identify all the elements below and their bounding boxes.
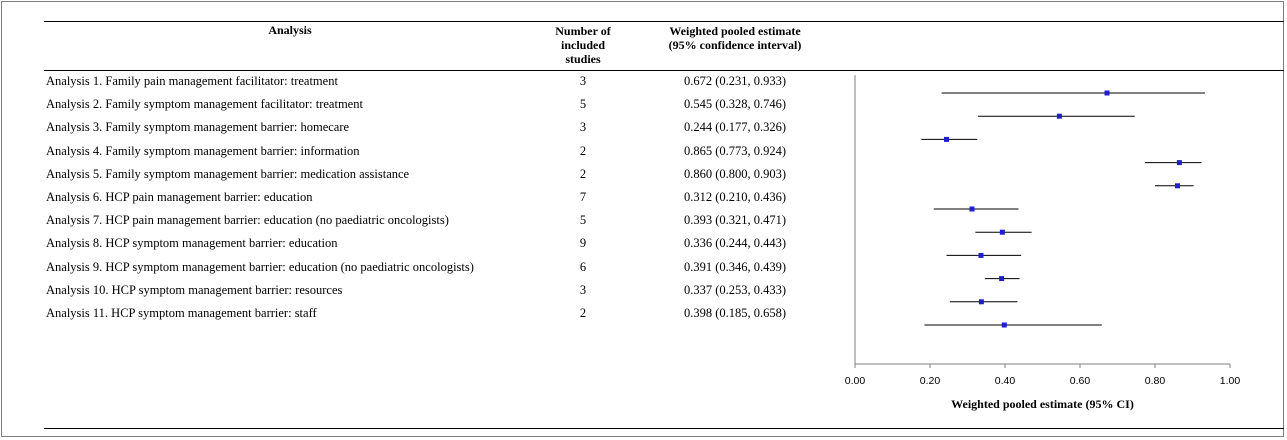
row-study-count: 5 <box>579 97 587 112</box>
row-study-count: 2 <box>579 143 587 158</box>
point-estimate-marker <box>999 276 1005 282</box>
header-number-line-2: included <box>560 38 605 52</box>
point-estimate-marker <box>1001 322 1007 328</box>
row-estimate-ci: 0.393 (0.321, 0.471) <box>683 213 787 228</box>
row-estimate-ci: 0.312 (0.210, 0.436) <box>683 190 787 204</box>
point-estimate-marker <box>978 299 984 305</box>
header-number-line-3: studies <box>565 52 601 66</box>
point-estimate-marker <box>1176 160 1182 166</box>
row-label: Analysis 3. Family symptom management ba… <box>46 120 350 135</box>
point-estimate-marker <box>1056 113 1062 119</box>
point-estimate-marker <box>978 252 984 258</box>
row-study-count: 2 <box>579 306 587 320</box>
row-study-count: 6 <box>579 259 587 274</box>
table-bottom-rule <box>44 428 1284 429</box>
x-tick-label: 1.00 <box>1220 375 1241 387</box>
point-estimate-marker <box>1104 90 1110 96</box>
row-study-count: 3 <box>579 120 587 135</box>
row-estimate-ci: 0.545 (0.328, 0.746) <box>683 97 787 112</box>
row-estimate-ci: 0.398 (0.185, 0.658) <box>683 306 787 320</box>
row-label: Analysis 7. HCP pain management barrier:… <box>46 213 449 228</box>
row-estimate-ci: 0.391 (0.346, 0.439) <box>683 259 787 274</box>
point-estimate-marker <box>969 206 975 212</box>
row-label: Analysis 10. HCP symptom management barr… <box>46 282 343 297</box>
row-label: Analysis 4. Family symptom management ba… <box>46 143 360 158</box>
row-estimate-ci: 0.336 (0.244, 0.443) <box>683 236 787 251</box>
x-tick-label: 0.80 <box>1145 375 1166 387</box>
row-study-count: 9 <box>579 236 587 251</box>
x-axis-title: Weighted pooled estimate (95% CI) <box>951 397 1134 411</box>
row-label: Analysis 5. Family symptom management ba… <box>46 166 410 181</box>
row-estimate-ci: 0.244 (0.177, 0.326) <box>683 120 787 135</box>
row-label: Analysis 1. Family pain management facil… <box>46 74 338 88</box>
header-top-rule <box>44 21 1284 22</box>
row-estimate-ci: 0.337 (0.253, 0.433) <box>683 282 787 297</box>
x-tick-label: 0.60 <box>1070 375 1091 387</box>
row-study-count: 3 <box>579 74 587 88</box>
row-estimate-ci: 0.672 (0.231, 0.933) <box>683 74 787 88</box>
row-label: Analysis 8. HCP symptom management barri… <box>46 236 338 251</box>
row-study-count: 3 <box>579 282 587 297</box>
point-estimate-marker <box>999 229 1005 235</box>
row-study-count: 7 <box>579 190 587 204</box>
x-tick-label: 0.40 <box>995 375 1016 387</box>
header-analysis: Analysis <box>268 23 312 37</box>
header-estimate: Weighted pooled estimate (95% confidence… <box>630 24 840 52</box>
x-tick-label: 0.20 <box>920 375 941 387</box>
row-label: Analysis 2. Family symptom management fa… <box>46 97 363 112</box>
header-bottom-rule <box>44 70 1284 71</box>
header-number-of-studies: Number of included studies <box>540 24 626 66</box>
x-tick-label: 0.00 <box>845 375 866 387</box>
row-label: Analysis 9. HCP symptom management barri… <box>46 259 474 274</box>
header-number-line-1: Number of <box>555 24 611 38</box>
row-estimate-ci: 0.865 (0.773, 0.924) <box>683 143 787 158</box>
header-estimate-line-2: (95% confidence interval) <box>668 38 802 52</box>
row-estimate-ci: 0.860 (0.800, 0.903) <box>683 166 787 181</box>
point-estimate-marker <box>1175 183 1180 189</box>
point-estimate-marker <box>944 136 949 142</box>
row-label: Analysis 6. HCP pain management barrier:… <box>46 190 313 204</box>
header-estimate-line-1: Weighted pooled estimate <box>669 24 801 38</box>
row-study-count: 2 <box>579 166 587 181</box>
row-study-count: 5 <box>579 213 587 228</box>
row-label: Analysis 11. HCP symptom management barr… <box>46 306 317 320</box>
